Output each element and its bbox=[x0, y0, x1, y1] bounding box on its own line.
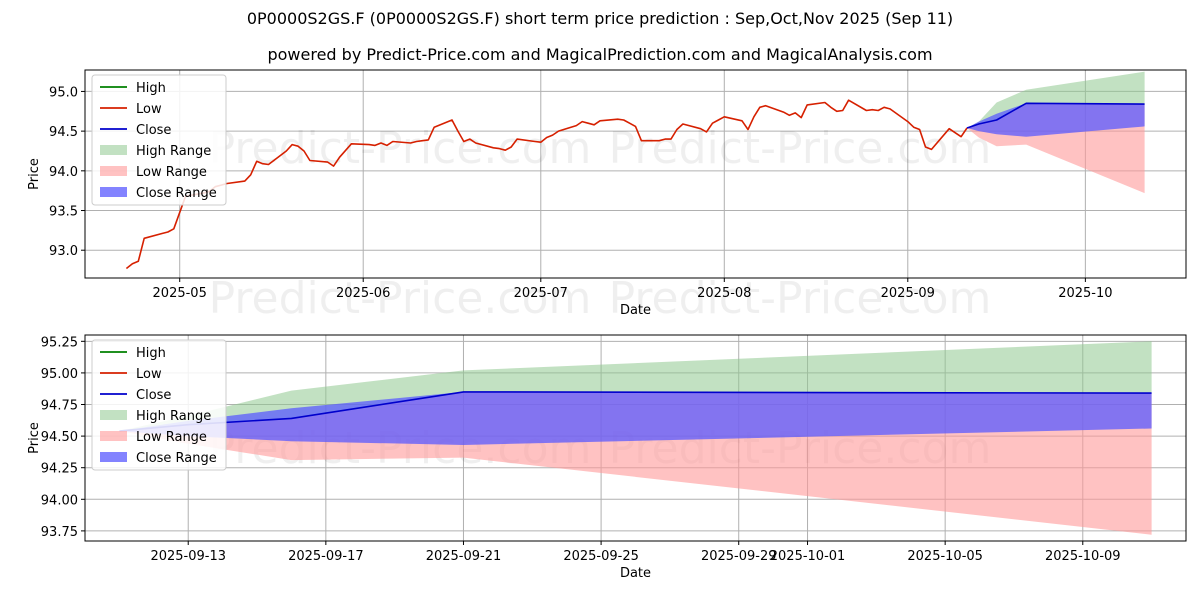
y-tick-label: 94.0 bbox=[49, 165, 78, 180]
x-tick-label: 2025-10 bbox=[1058, 286, 1112, 301]
y-tick-label: 94.75 bbox=[41, 399, 78, 414]
x-tick-label: 2025-09-21 bbox=[426, 549, 502, 564]
y-tick-label: 94.5 bbox=[49, 125, 78, 140]
x-tick-label: 2025-07 bbox=[514, 286, 568, 301]
y-tick-label: 94.25 bbox=[41, 462, 78, 477]
y-tick-label: 93.5 bbox=[49, 205, 78, 220]
y-tick-label: 95.00 bbox=[41, 367, 78, 382]
watermark: Predict-Price.com bbox=[209, 123, 592, 174]
legend-label: Close Range bbox=[136, 451, 217, 466]
legend-label: High bbox=[136, 346, 166, 361]
y-axis-label: Price bbox=[27, 158, 42, 190]
close-forecast-line bbox=[966, 102, 1145, 129]
y-tick-label: 95.0 bbox=[49, 85, 78, 100]
legend-label: High bbox=[136, 81, 166, 96]
high-range-area bbox=[119, 341, 1152, 431]
legend-label: Low bbox=[136, 102, 162, 117]
legend-swatch-patch bbox=[100, 431, 127, 441]
legend-label: Close bbox=[136, 388, 171, 403]
x-tick-label: 2025-09-29 bbox=[701, 549, 777, 564]
legend-label: High Range bbox=[136, 144, 211, 159]
axes-frame bbox=[84, 334, 1187, 542]
legend-label: Low bbox=[136, 367, 162, 382]
watermark: Predict-Price.com bbox=[609, 273, 992, 324]
y-tick-label: 93.0 bbox=[49, 244, 78, 259]
legend-swatch-patch bbox=[100, 410, 127, 420]
y-tick-label: 94.00 bbox=[41, 493, 78, 508]
y-tick-label: 95.25 bbox=[41, 335, 78, 350]
x-axis-label: Date bbox=[620, 303, 651, 318]
legend-label: Close bbox=[136, 123, 171, 138]
x-tick-label: 2025-10-05 bbox=[907, 549, 983, 564]
x-tick-label: 2025-08 bbox=[697, 286, 751, 301]
x-tick-label: 2025-09-17 bbox=[288, 549, 364, 564]
x-tick-label: 2025-09-13 bbox=[150, 549, 226, 564]
axes-frame bbox=[84, 69, 1187, 279]
x-tick-label: 2025-09-25 bbox=[563, 549, 639, 564]
chart-title: 0P0000S2GS.F (0P0000S2GS.F) short term p… bbox=[246, 9, 954, 28]
watermark: Predict-Price.com bbox=[209, 273, 592, 324]
x-tick-label: 2025-10-09 bbox=[1045, 549, 1121, 564]
legend-label: High Range bbox=[136, 409, 211, 424]
high-range-area bbox=[967, 71, 1145, 128]
legend-swatch-patch bbox=[100, 452, 127, 462]
legend-label: Low Range bbox=[136, 165, 207, 180]
chart-subtitle: powered by Predict-Price.com and Magical… bbox=[267, 45, 933, 64]
y-axis-label: Price bbox=[27, 422, 42, 454]
low-history-line bbox=[125, 99, 968, 270]
legend-label: Low Range bbox=[136, 430, 207, 445]
x-tick-label: 2025-05 bbox=[153, 286, 207, 301]
legend-swatch-patch bbox=[100, 187, 127, 197]
x-axis-label: Date bbox=[620, 566, 651, 581]
legend-swatch-patch bbox=[100, 166, 127, 176]
x-tick-label: 2025-09 bbox=[881, 286, 935, 301]
x-tick-label: 2025-10-01 bbox=[770, 549, 846, 564]
legend-label: Close Range bbox=[136, 186, 217, 201]
legend-swatch-patch bbox=[100, 145, 127, 155]
x-tick-label: 2025-06 bbox=[336, 286, 390, 301]
y-tick-label: 93.75 bbox=[41, 525, 78, 540]
y-tick-label: 94.50 bbox=[41, 430, 78, 445]
